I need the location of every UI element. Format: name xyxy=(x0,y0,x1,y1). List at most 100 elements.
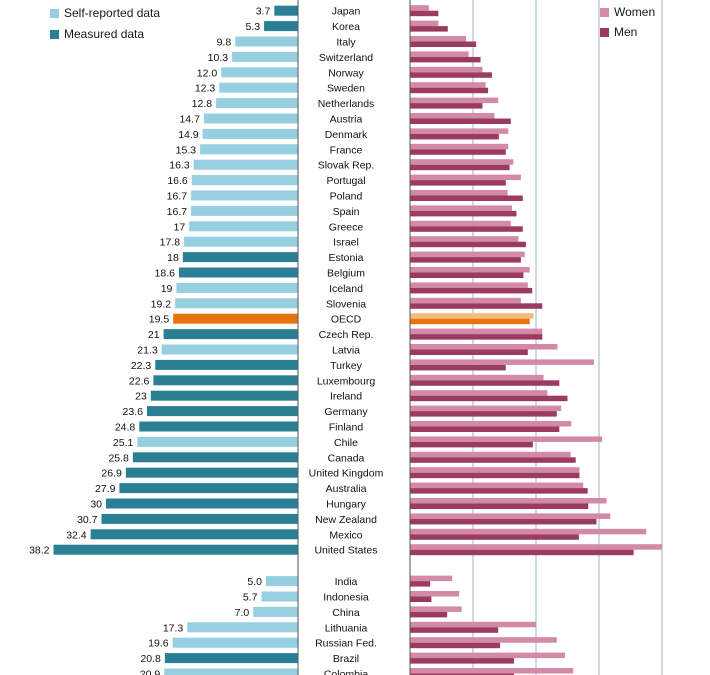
legend-measured-label: Measured data xyxy=(64,27,145,41)
bar-women-portugal xyxy=(410,174,521,181)
value-label-poland: 16.7 xyxy=(167,191,188,203)
bar-total-russian-fed xyxy=(172,637,298,648)
country-label-canada: Canada xyxy=(328,452,365,464)
bar-total-sweden xyxy=(219,82,298,93)
value-label-united-states: 38.2 xyxy=(29,545,50,557)
value-label-finland: 24.8 xyxy=(115,422,136,434)
value-label-korea: 5.3 xyxy=(245,21,260,33)
value-label-colombia: 20.9 xyxy=(140,669,161,675)
bar-women-slovenia xyxy=(410,297,521,304)
bar-total-canada xyxy=(132,452,298,463)
bar-total-chile xyxy=(137,436,298,447)
bar-total-slovenia xyxy=(175,298,298,309)
bar-women-ireland xyxy=(410,390,548,396)
bar-men-portugal xyxy=(410,180,506,186)
bar-women-korea xyxy=(410,20,439,27)
value-label-new-zealand: 30.7 xyxy=(77,514,98,526)
country-label-estonia: Estonia xyxy=(328,252,363,264)
bar-men-canada xyxy=(410,457,576,463)
bar-total-finland xyxy=(139,421,298,432)
country-label-turkey: Turkey xyxy=(330,360,362,372)
bar-men-ireland xyxy=(410,395,568,402)
bar-women-norway xyxy=(410,66,483,73)
bar-men-italy xyxy=(410,41,477,47)
value-label-netherlands: 12.8 xyxy=(192,98,213,110)
bar-total-italy xyxy=(235,36,298,47)
bar-total-united-kingdom xyxy=(125,467,298,478)
bar-total-france xyxy=(200,144,298,155)
bar-men-united-states xyxy=(410,549,634,556)
country-label-australia: Australia xyxy=(326,483,367,495)
bar-total-mexico xyxy=(90,529,298,540)
bar-women-australia xyxy=(410,482,584,489)
value-label-canada: 25.8 xyxy=(108,452,129,464)
bar-men-switzerland xyxy=(410,56,481,63)
bar-total-turkey xyxy=(155,359,298,370)
value-label-united-kingdom: 26.9 xyxy=(101,468,122,480)
bar-women-united-kingdom xyxy=(410,467,580,473)
bar-women-hungary xyxy=(410,498,607,504)
bar-men-korea xyxy=(410,26,448,32)
bar-total-united-states xyxy=(53,544,298,555)
bar-men-denmark xyxy=(410,133,499,140)
value-label-russian-fed: 19.6 xyxy=(148,638,169,650)
value-label-india: 5.0 xyxy=(247,576,262,588)
country-label-colombia: Colombia xyxy=(324,669,369,675)
bar-men-france xyxy=(410,149,506,155)
country-label-czech-rep: Czech Rep. xyxy=(319,329,374,341)
bar-men-indonesia xyxy=(410,596,432,602)
bar-total-brazil xyxy=(164,653,298,664)
country-label-russian-fed: Russian Fed. xyxy=(315,638,377,650)
value-label-norway: 12.0 xyxy=(197,67,218,79)
bar-total-poland xyxy=(191,190,298,201)
bar-total-spain xyxy=(191,205,298,216)
bar-women-iceland xyxy=(410,282,528,288)
bar-total-switzerland xyxy=(232,51,298,62)
legend-self-reported-swatch xyxy=(50,8,59,18)
bar-men-germany xyxy=(410,411,557,417)
bar-women-brazil xyxy=(410,652,565,659)
country-label-korea: Korea xyxy=(332,21,360,33)
bar-total-denmark xyxy=(202,128,298,139)
country-label-spain: Spain xyxy=(333,206,360,218)
country-label-finland: Finland xyxy=(329,422,364,434)
legend-self-reported-label: Self-reported data xyxy=(64,6,161,20)
value-label-indonesia: 5.7 xyxy=(243,592,258,604)
bar-men-luxembourg xyxy=(410,380,560,386)
bar-men-chile xyxy=(410,441,533,448)
value-label-chile: 25.1 xyxy=(113,437,134,449)
bar-men-oecd xyxy=(410,318,530,325)
value-label-italy: 9.8 xyxy=(217,37,232,49)
bar-women-canada xyxy=(410,451,571,458)
country-label-belgium: Belgium xyxy=(327,268,365,280)
bar-women-belgium xyxy=(410,267,530,273)
value-label-france: 15.3 xyxy=(176,144,197,156)
value-label-hungary: 30 xyxy=(90,499,102,511)
value-label-china: 7.0 xyxy=(235,607,250,619)
bar-total-belgium xyxy=(178,267,298,278)
legend-women-swatch xyxy=(600,7,609,17)
bar-total-israel xyxy=(184,236,298,247)
value-label-slovak-rep: 16.3 xyxy=(169,160,190,172)
bar-women-estonia xyxy=(410,251,525,258)
value-label-spain: 16.7 xyxy=(167,206,188,218)
bar-men-spain xyxy=(410,210,517,217)
value-label-oecd: 19.5 xyxy=(149,314,170,326)
legend-women: Women xyxy=(600,5,655,19)
bar-total-india xyxy=(266,576,298,587)
bar-women-mexico xyxy=(410,528,647,535)
legend-measured: Measured data xyxy=(50,27,144,41)
bar-men-india xyxy=(410,581,431,587)
country-label-france: France xyxy=(330,144,363,156)
bar-men-israel xyxy=(410,241,526,248)
country-label-united-states: United States xyxy=(314,545,377,557)
country-label-united-kingdom: United Kingdom xyxy=(309,468,384,480)
country-label-chile: Chile xyxy=(334,437,358,449)
country-label-lithuania: Lithuania xyxy=(325,622,368,634)
bar-men-netherlands xyxy=(410,103,483,109)
bar-total-oecd xyxy=(173,313,298,324)
country-label-latvia: Latvia xyxy=(332,345,360,357)
country-label-israel: Israel xyxy=(333,237,359,249)
bar-men-slovenia xyxy=(410,303,543,309)
